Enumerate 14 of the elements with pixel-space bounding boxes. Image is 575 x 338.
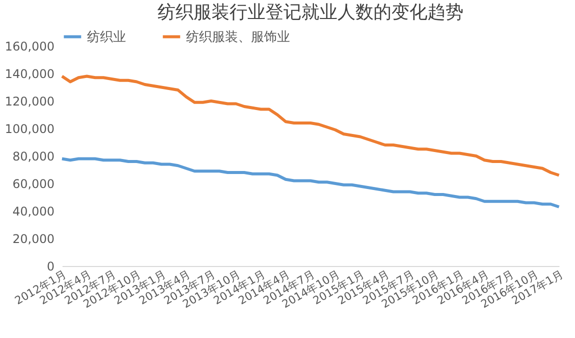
y-tick-label: 80,000 [12,150,54,164]
legend-label: 纺织业 [87,30,126,45]
y-tick-label: 160,000 [4,40,54,54]
y-tick-label: 40,000 [12,204,54,218]
line-series [60,74,560,177]
y-tick-label: 20,000 [12,232,54,246]
y-tick-label: 120,000 [4,94,54,108]
chart-title: 纺织服装行业登记就业人数的变化趋势 [158,2,464,23]
line-series [60,157,560,208]
y-tick-label: 140,000 [4,67,54,81]
legend-label: 纺织服装、服饰业 [186,30,290,45]
y-tick-label: 100,000 [4,122,54,136]
y-tick-label: 60,000 [12,177,54,191]
y-tick-label: 0 [46,260,54,274]
